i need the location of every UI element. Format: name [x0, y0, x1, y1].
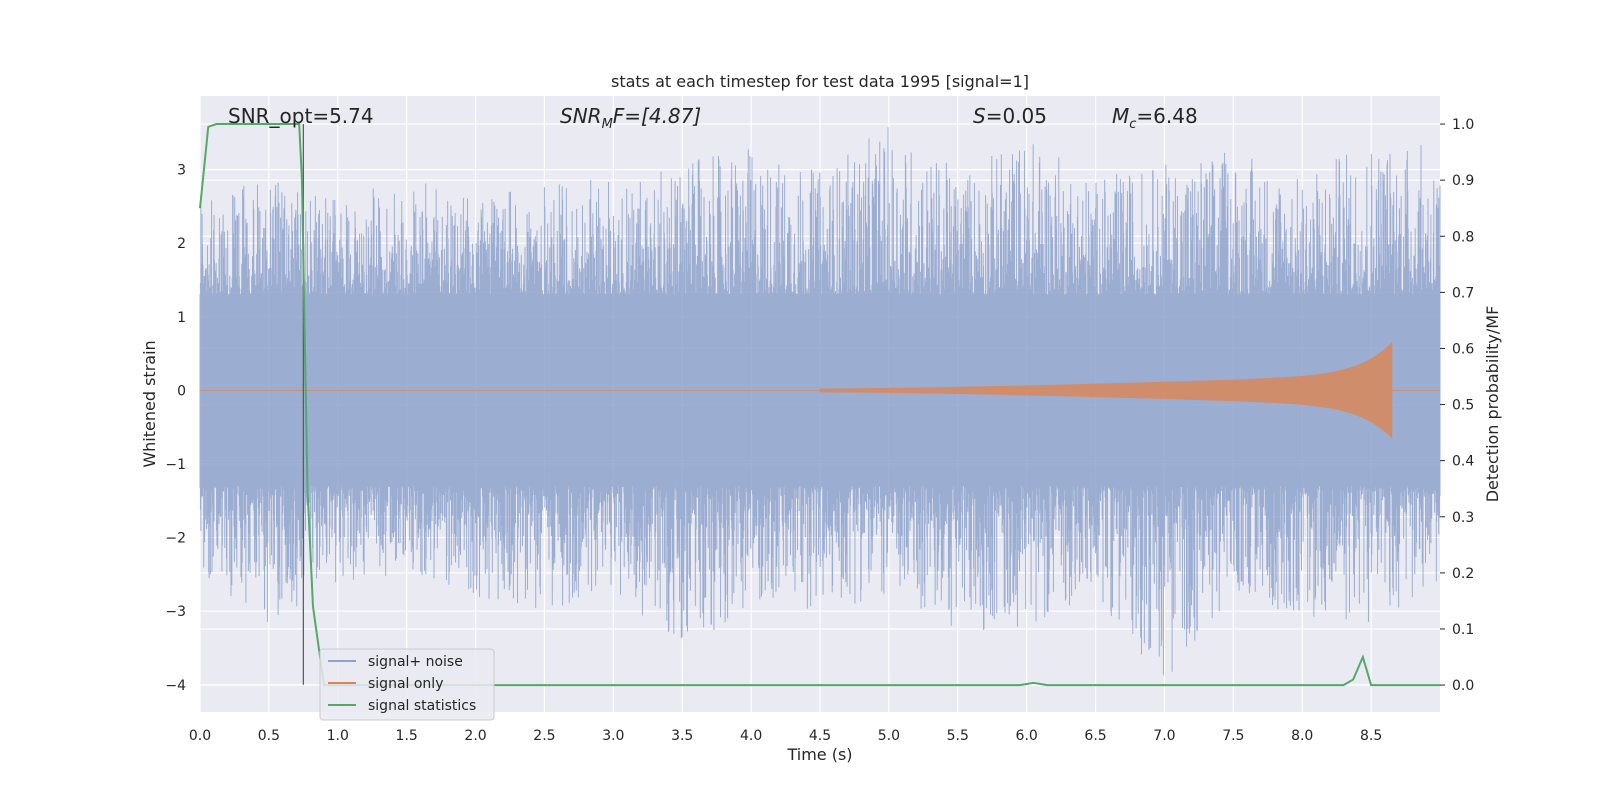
y-right-tick-label: 0.2: [1452, 566, 1474, 582]
annotation-s-rest: =0.05: [986, 104, 1047, 128]
legend-label-signal-noise: signal+ noise: [368, 654, 463, 670]
y-right-tick-label: 0.9: [1452, 173, 1474, 189]
y-tick-label: −2: [165, 531, 186, 547]
y-right-tick-label: 0.1: [1452, 622, 1474, 638]
x-tick-label: 1.0: [327, 728, 349, 744]
plot-area: [199, 123, 1441, 687]
y-right-tick-label: 0.4: [1452, 454, 1474, 470]
y-right-tick-label: 0.6: [1452, 341, 1474, 357]
annotation-snr-mf: SNRMF=[4.87]: [560, 104, 701, 132]
chart-title: stats at each timestep for test data 199…: [611, 72, 1029, 91]
x-axis-label: Time (s): [786, 745, 852, 764]
legend-box: [319, 648, 495, 721]
annotation-mc: Mc=6.48: [1112, 104, 1198, 132]
x-tick-label: 7.0: [1153, 728, 1175, 744]
y-tick-label: −1: [165, 457, 186, 473]
y-tick-label: 3: [177, 163, 186, 179]
annotation-snr-mf-sub: M: [602, 117, 613, 132]
series-signal-only: [200, 342, 1440, 439]
y-right-tick-label: 0.8: [1452, 229, 1474, 245]
x-tick-label: 1.5: [396, 728, 418, 744]
x-tick-label: 5.0: [878, 728, 900, 744]
y-right-tick-label: 1.0: [1452, 117, 1474, 133]
x-tick-label: 6.5: [1084, 728, 1106, 744]
x-tick-label: 2.5: [533, 728, 555, 744]
y-right-tick-label: 0.3: [1452, 510, 1474, 526]
annotation-snr-mf-rest: F=[4.87]: [613, 104, 701, 128]
x-tick-label: 4.0: [740, 728, 762, 744]
x-tick-label: 0.0: [189, 728, 211, 744]
y-tick-label: 0: [177, 383, 186, 399]
y-tick-label: −3: [165, 604, 186, 620]
ticks: 0.0 0.5 1.0 1.5 2.0 2.5 3.0 3.5 4.0 4.5 5.0 5.5 6.0 6…: [165, 117, 1474, 744]
y-tick-label: 2: [177, 236, 186, 252]
annotation-mc-main: M: [1112, 104, 1129, 128]
y-right-tick-label: 0.7: [1452, 285, 1474, 301]
x-tick-label: 0.5: [258, 728, 280, 744]
annotation-snr-opt: SNR_opt=5.74: [228, 104, 374, 128]
x-tick-label: 4.5: [809, 728, 831, 744]
y-axis-right-label: Detection probability/MF: [1483, 306, 1502, 503]
annotation-mc-sub: c: [1129, 117, 1136, 132]
annotation-mc-rest: =6.48: [1136, 104, 1197, 128]
x-tick-label: 3.5: [671, 728, 693, 744]
annotation-s: S=0.05: [973, 104, 1047, 128]
legend-label-signal-only: signal only: [368, 676, 443, 692]
x-tick-label: 8.0: [1291, 728, 1313, 744]
x-tick-label: 3.0: [602, 728, 624, 744]
x-tick-label: 2.0: [464, 728, 486, 744]
y-tick-label: 1: [177, 310, 186, 326]
y-right-tick-label: 0.0: [1452, 678, 1474, 694]
x-tick-label: 8.5: [1360, 728, 1382, 744]
annotation-s-main: S: [973, 104, 986, 128]
legend: signal+ noise signal only signal statist…: [319, 648, 495, 721]
y-right-tick-label: 0.5: [1452, 398, 1474, 414]
annotation-snr-mf-main: SNR: [560, 104, 602, 128]
series-signal-statistics: [199, 123, 1440, 687]
y-axis-label: Whitened strain: [140, 340, 159, 467]
y-tick-label: −4: [165, 678, 186, 694]
x-tick-label: 5.5: [947, 728, 969, 744]
x-tick-label: 6.0: [1016, 728, 1038, 744]
series-signal-noise: [199, 127, 1441, 676]
legend-label-signal-statistics: signal statistics: [368, 698, 476, 714]
x-tick-label: 7.5: [1222, 728, 1244, 744]
